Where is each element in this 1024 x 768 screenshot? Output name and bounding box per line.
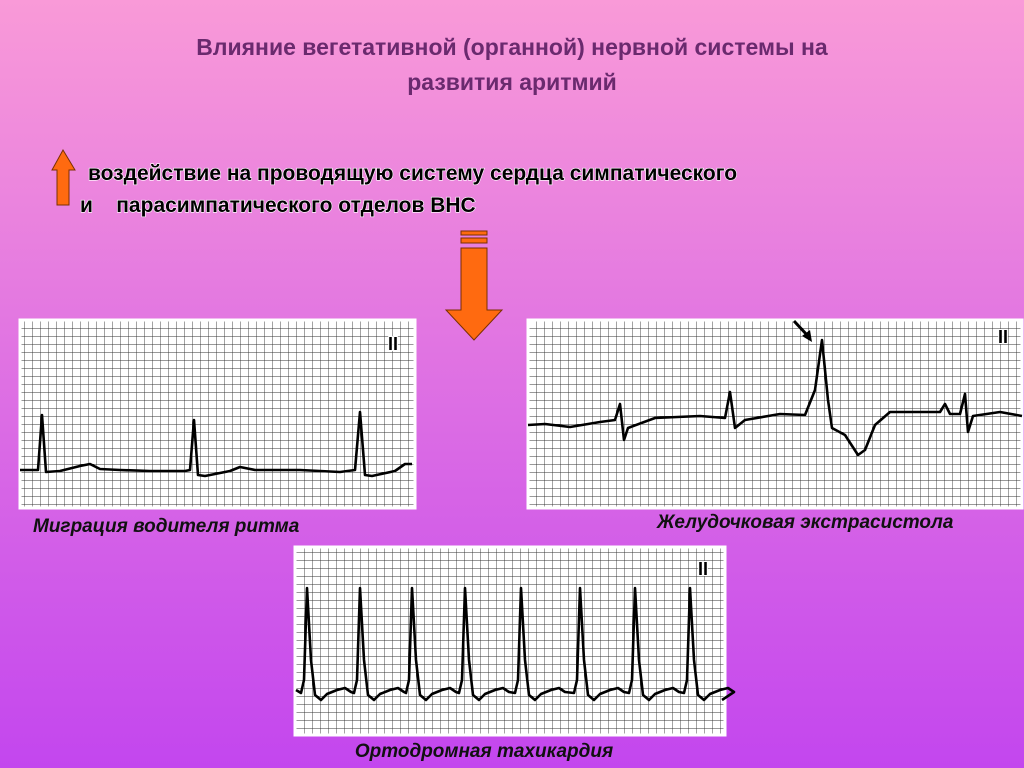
down-arrow	[444, 230, 504, 341]
caption: Желудочковая экстрасистола	[656, 512, 954, 533]
lead-label: II	[998, 327, 1008, 347]
ecg-trace	[295, 586, 736, 702]
ecg-panel: II	[18, 318, 417, 510]
statement-line: и парасимпатического отделов ВНС	[80, 194, 476, 217]
ecg-panel: II	[526, 318, 1024, 510]
caption: Миграция водителя ритма	[33, 516, 300, 537]
title-line: Влияние вегетативной (органной) нервной …	[196, 34, 828, 60]
lead-label: II	[388, 334, 398, 354]
caption: Ортодромная тахикардия	[355, 741, 613, 762]
ecg-panel: II	[293, 545, 736, 737]
up-arrow	[51, 148, 76, 206]
lead-label: II	[698, 559, 708, 579]
title-line: развития аритмий	[407, 69, 617, 95]
statement-line: воздействие на проводящую систему сердца…	[88, 162, 737, 185]
